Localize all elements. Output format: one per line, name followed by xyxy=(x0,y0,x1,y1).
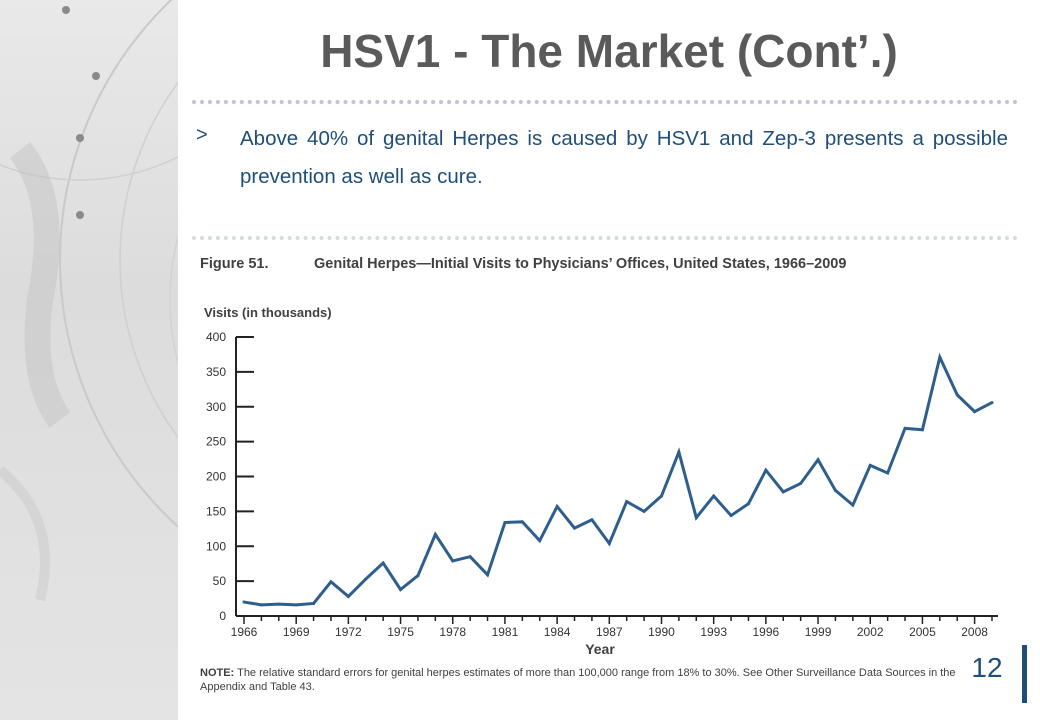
data-point xyxy=(399,587,403,591)
x-tick-label: 1984 xyxy=(544,625,571,639)
y-tick-label: 400 xyxy=(206,330,226,344)
data-point xyxy=(364,577,368,581)
data-point xyxy=(799,481,803,485)
note-label: NOTE: xyxy=(200,667,235,679)
data-point xyxy=(816,458,820,462)
decorative-side-panel xyxy=(0,0,178,720)
data-point xyxy=(833,488,837,492)
data-point xyxy=(694,516,698,520)
data-point xyxy=(433,532,437,536)
data-point xyxy=(920,428,924,432)
data-point xyxy=(416,574,420,578)
data-point xyxy=(868,463,872,467)
y-tick-label: 100 xyxy=(206,539,226,553)
x-tick-label: 1987 xyxy=(596,625,623,639)
y-tick-label: 300 xyxy=(206,400,226,414)
x-tick-label: 2002 xyxy=(857,625,884,639)
data-point xyxy=(451,559,455,563)
y-tick-label: 0 xyxy=(219,609,226,623)
figure-title: Genital Herpes—Initial Visits to Physici… xyxy=(314,256,847,272)
x-tick-label: 1975 xyxy=(387,625,414,639)
data-point xyxy=(712,494,716,498)
divider-dotted-top xyxy=(192,100,1018,104)
page-number: 12 xyxy=(971,652,1003,683)
data-point xyxy=(729,514,733,518)
data-point xyxy=(938,355,942,359)
y-tick-label: 50 xyxy=(213,574,227,588)
data-point xyxy=(990,401,994,405)
data-point xyxy=(381,561,385,565)
data-point xyxy=(312,601,316,605)
data-point xyxy=(886,471,890,475)
x-axis-label: Year xyxy=(585,641,615,657)
y-tick-label: 200 xyxy=(206,470,226,484)
data-point xyxy=(625,500,629,504)
page-number-bar xyxy=(1022,645,1027,703)
data-point xyxy=(590,518,594,522)
data-point xyxy=(294,603,298,607)
x-tick-label: 1999 xyxy=(805,625,832,639)
data-point xyxy=(277,602,281,606)
figure-note: NOTE: The relative standard errors for g… xyxy=(200,666,980,694)
data-point xyxy=(677,450,681,454)
x-tick-label: 1993 xyxy=(700,625,727,639)
divider-dotted-middle xyxy=(192,236,1018,240)
data-point xyxy=(642,509,646,513)
slide-content-area xyxy=(178,0,1040,720)
bullet-marker: > xyxy=(196,124,208,146)
series-line-visits xyxy=(243,352,993,607)
data-point xyxy=(520,520,524,524)
x-tick-label: 1969 xyxy=(283,625,310,639)
y-tick-label: 250 xyxy=(206,435,226,449)
data-point xyxy=(503,521,507,525)
y-tick-label: 350 xyxy=(206,365,226,379)
data-point xyxy=(781,490,785,494)
data-point xyxy=(607,541,611,545)
data-point xyxy=(329,580,333,584)
x-tick-label: 1972 xyxy=(335,625,362,639)
data-point xyxy=(955,393,959,397)
y-tick-label: 150 xyxy=(206,504,226,518)
data-point xyxy=(973,410,977,414)
data-point xyxy=(903,426,907,430)
y-axis-label: Visits (in thousands) xyxy=(204,305,332,320)
data-point xyxy=(764,468,768,472)
x-tick-label: 2005 xyxy=(909,625,936,639)
x-tick-label: 1981 xyxy=(492,625,519,639)
figure-label: Figure 51. xyxy=(200,256,269,272)
slide-title: HSV1 - The Market (Cont’.) xyxy=(320,25,898,77)
data-point xyxy=(573,526,577,530)
note-text: The relative standard errors for genital… xyxy=(200,667,956,693)
x-tick-label: 1978 xyxy=(439,625,466,639)
x-tick-label: 1966 xyxy=(231,625,258,639)
data-point xyxy=(538,539,542,543)
x-tick-label: 1990 xyxy=(648,625,675,639)
x-tick-label: 2008 xyxy=(961,625,988,639)
data-point xyxy=(346,594,350,598)
data-point xyxy=(851,503,855,507)
data-point xyxy=(555,504,559,508)
decorative-arcs xyxy=(0,0,178,602)
bullet-text: Above 40% of genital Herpes is caused by… xyxy=(240,127,1008,188)
data-point xyxy=(486,573,490,577)
data-point xyxy=(746,502,750,506)
data-point xyxy=(659,494,663,498)
data-point xyxy=(468,555,472,559)
data-point xyxy=(242,600,246,604)
data-point xyxy=(259,603,263,607)
x-tick-label: 1996 xyxy=(753,625,780,639)
